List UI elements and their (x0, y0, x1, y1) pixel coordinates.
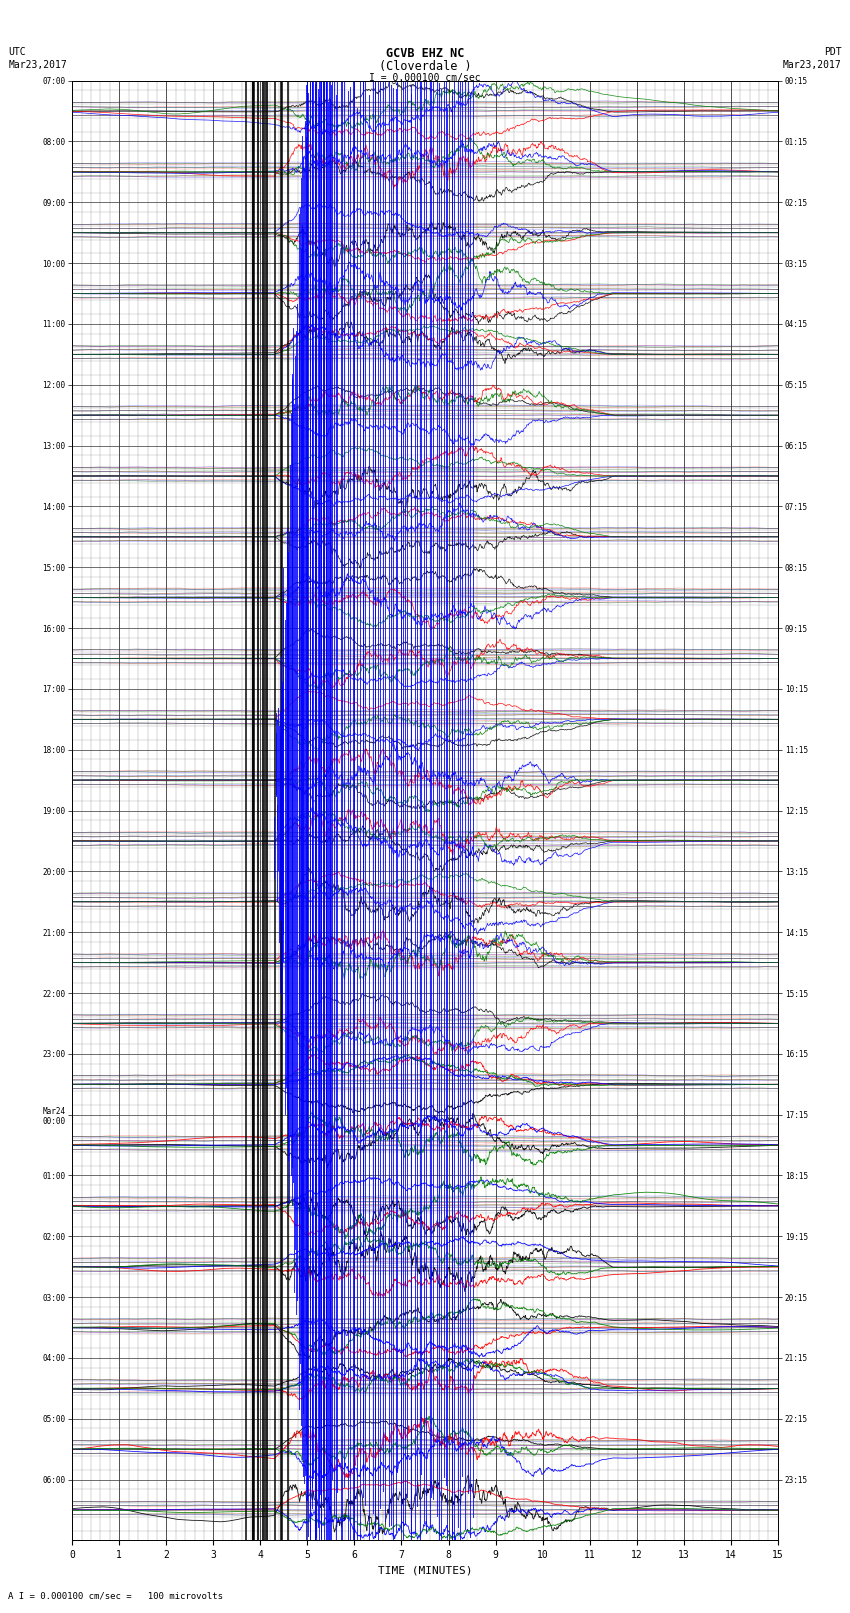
Text: UTC: UTC (8, 47, 26, 56)
Text: (Cloverdale ): (Cloverdale ) (379, 60, 471, 73)
X-axis label: TIME (MINUTES): TIME (MINUTES) (377, 1566, 473, 1576)
Text: A I = 0.000100 cm/sec =   100 microvolts: A I = 0.000100 cm/sec = 100 microvolts (8, 1590, 224, 1600)
Text: Mar23,2017: Mar23,2017 (8, 60, 67, 69)
Text: I = 0.000100 cm/sec: I = 0.000100 cm/sec (369, 73, 481, 82)
Text: Mar23,2017: Mar23,2017 (783, 60, 842, 69)
Text: GCVB EHZ NC: GCVB EHZ NC (386, 47, 464, 60)
Text: PDT: PDT (824, 47, 842, 56)
